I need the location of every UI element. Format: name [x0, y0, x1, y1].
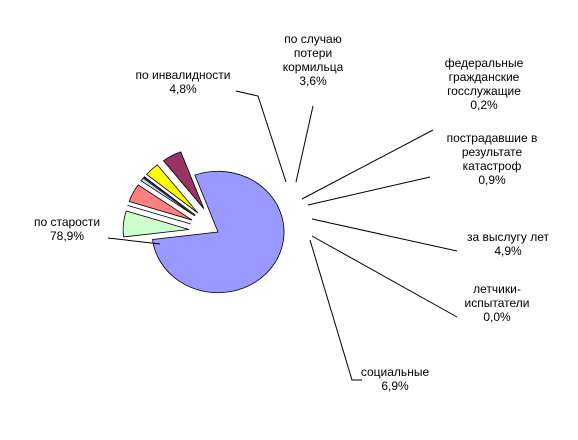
slice-category-label: по инвалидности — [136, 68, 231, 82]
leader-line-4 — [307, 176, 431, 206]
slice-value-label: 0,0% — [483, 310, 511, 324]
slice-label-1: социальные 6,9% — [361, 365, 430, 393]
pie-slice-5 — [143, 176, 196, 216]
slice-category-label: гражданские — [449, 70, 520, 84]
slice-labels: по старости 78,9% социальные 6,9% летчики-ис… — [34, 32, 550, 393]
pie-slice-4 — [140, 177, 196, 217]
pie-slice-3 — [128, 184, 193, 221]
leader-line-3 — [311, 218, 458, 252]
leader-line-1 — [309, 239, 362, 381]
leader-lines — [107, 90, 458, 381]
slice-category-label: испытатели — [465, 296, 530, 310]
slice-value-label: 3,6% — [299, 74, 327, 88]
slice-label-0: по старости 78,9% — [34, 215, 100, 243]
leader-line-7 — [235, 90, 287, 183]
slice-category-label: по старости — [34, 215, 100, 229]
slice-value-label: 0,9% — [478, 173, 506, 187]
slice-category-label: результате — [462, 145, 523, 159]
slice-label-5: федеральные гражданские госслужащие 0,2% — [445, 56, 524, 112]
slice-category-label: летчики- — [473, 282, 521, 296]
pie-slice-2 — [127, 204, 191, 225]
slice-value-label: 78,9% — [50, 229, 84, 243]
slice-value-label: 4,9% — [494, 244, 522, 258]
slice-label-2: летчики-испытатели 0,0% — [465, 282, 530, 324]
slice-label-6: по случаю потери кормильца 3,6% — [283, 32, 344, 88]
slice-category-label: госслужащие — [447, 84, 521, 98]
pie-slices — [122, 151, 285, 294]
pie-slice-0 — [152, 170, 285, 294]
slice-value-label: 4,8% — [169, 82, 197, 96]
slice-category-label: по случаю — [284, 32, 341, 46]
slice-category-label: федеральные — [445, 56, 524, 70]
slice-value-label: 6,9% — [381, 379, 409, 393]
pie-slice-6 — [146, 164, 199, 214]
slice-category-label: потери — [294, 46, 332, 60]
slice-category-label: катастроф — [463, 159, 522, 173]
slice-label-3: за выслугу лет 4,9% — [467, 230, 550, 258]
leader-line-0 — [107, 237, 161, 245]
slice-category-label: пострадавшие в — [447, 131, 538, 145]
pie-slice-1 — [122, 210, 190, 238]
leader-line-5 — [301, 129, 434, 200]
slice-label-4: пострадавшие в результате катастроф 0,9% — [447, 131, 538, 187]
leader-line-2 — [311, 235, 458, 318]
slice-label-7: по инвалидности 4,8% — [136, 68, 231, 96]
pie-slice-7 — [162, 151, 205, 209]
leader-line-6 — [295, 105, 314, 183]
slice-category-label: кормильца — [283, 60, 344, 74]
slice-category-label: социальные — [361, 365, 430, 379]
slice-category-label: за выслугу лет — [467, 230, 550, 244]
slice-value-label: 0,2% — [470, 98, 498, 112]
